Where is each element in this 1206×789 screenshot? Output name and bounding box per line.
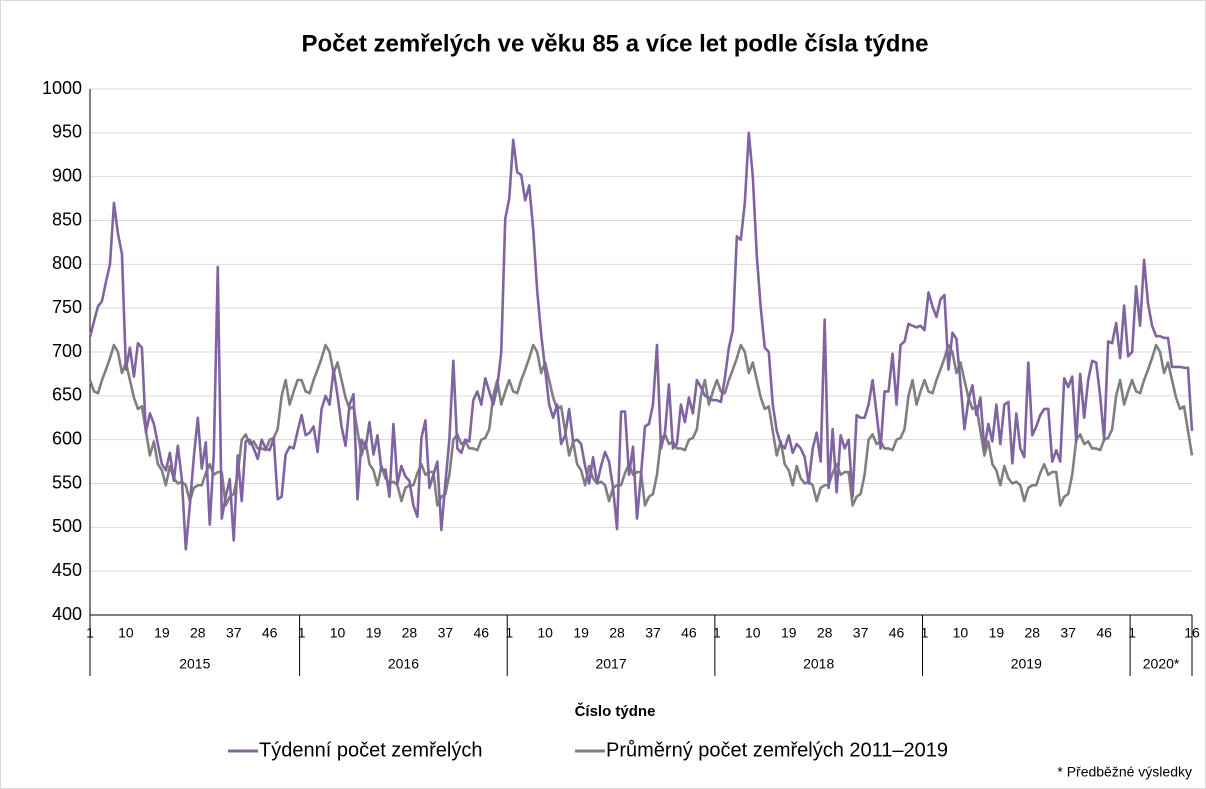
y-tick-label: 950 [52,122,82,142]
x-tick-label: 28 [1025,625,1041,641]
year-label: 2015 [179,656,210,672]
y-tick-label: 600 [52,428,82,448]
y-tick-label: 750 [52,297,82,317]
legend-label: Týdenní počet zemřelých [259,739,482,761]
x-tick-label: 46 [1096,625,1112,641]
legend-label: Průměrný počet zemřelých 2011–2019 [606,739,948,761]
x-tick-label: 19 [989,625,1005,641]
y-tick-label: 400 [52,604,82,624]
x-axis-title: Číslo týdne [575,702,656,720]
x-tick-label: 1 [298,625,306,641]
x-tick-label: 10 [745,625,761,641]
year-label: 2020* [1143,656,1180,672]
y-tick-label: 550 [52,472,82,492]
x-tick-label: 46 [681,625,697,641]
y-tick-label: 1000 [42,78,82,98]
x-tick-label: 19 [366,625,382,641]
chart-title: Počet zemřelých ve věku 85 a více let po… [302,30,929,57]
x-tick-label: 10 [537,625,553,641]
x-tick-label: 19 [781,625,797,641]
x-tick-label: 46 [474,625,490,641]
x-tick-label: 28 [190,625,206,641]
y-tick-label: 650 [52,385,82,405]
y-tick-label: 450 [52,560,82,580]
x-tick-label: 37 [853,625,869,641]
x-tick-label: 19 [154,625,170,641]
y-tick-label: 850 [52,209,82,229]
year-label: 2019 [1011,656,1042,672]
y-tick-label: 500 [52,516,82,536]
x-tick-label: 46 [889,625,905,641]
x-tick-label: 28 [817,625,833,641]
x-tick-label: 1 [921,625,929,641]
footnote: * Předběžné výsledky [1057,764,1192,780]
x-tick-label: 1 [1128,625,1136,641]
x-tick-label: 28 [402,625,418,641]
y-tick-label: 900 [52,165,82,185]
x-tick-label: 46 [262,625,278,641]
x-tick-label: 37 [438,625,454,641]
year-label: 2016 [388,656,419,672]
x-tick-label: 10 [118,625,134,641]
y-tick-label: 800 [52,253,82,273]
data-line [88,131,1194,551]
y-tick-label: 700 [52,341,82,361]
x-tick-label: 28 [609,625,625,641]
x-tick-label: 37 [1060,625,1076,641]
x-tick-label: 10 [953,625,969,641]
year-label: 2017 [595,656,626,672]
x-tick-label: 1 [505,625,513,641]
x-tick-label: 10 [330,625,346,641]
x-tick-label: 37 [226,625,242,641]
x-tick-label: 19 [573,625,589,641]
x-tick-label: 1 [713,625,721,641]
x-tick-label: 37 [645,625,661,641]
year-label: 2018 [803,656,834,672]
